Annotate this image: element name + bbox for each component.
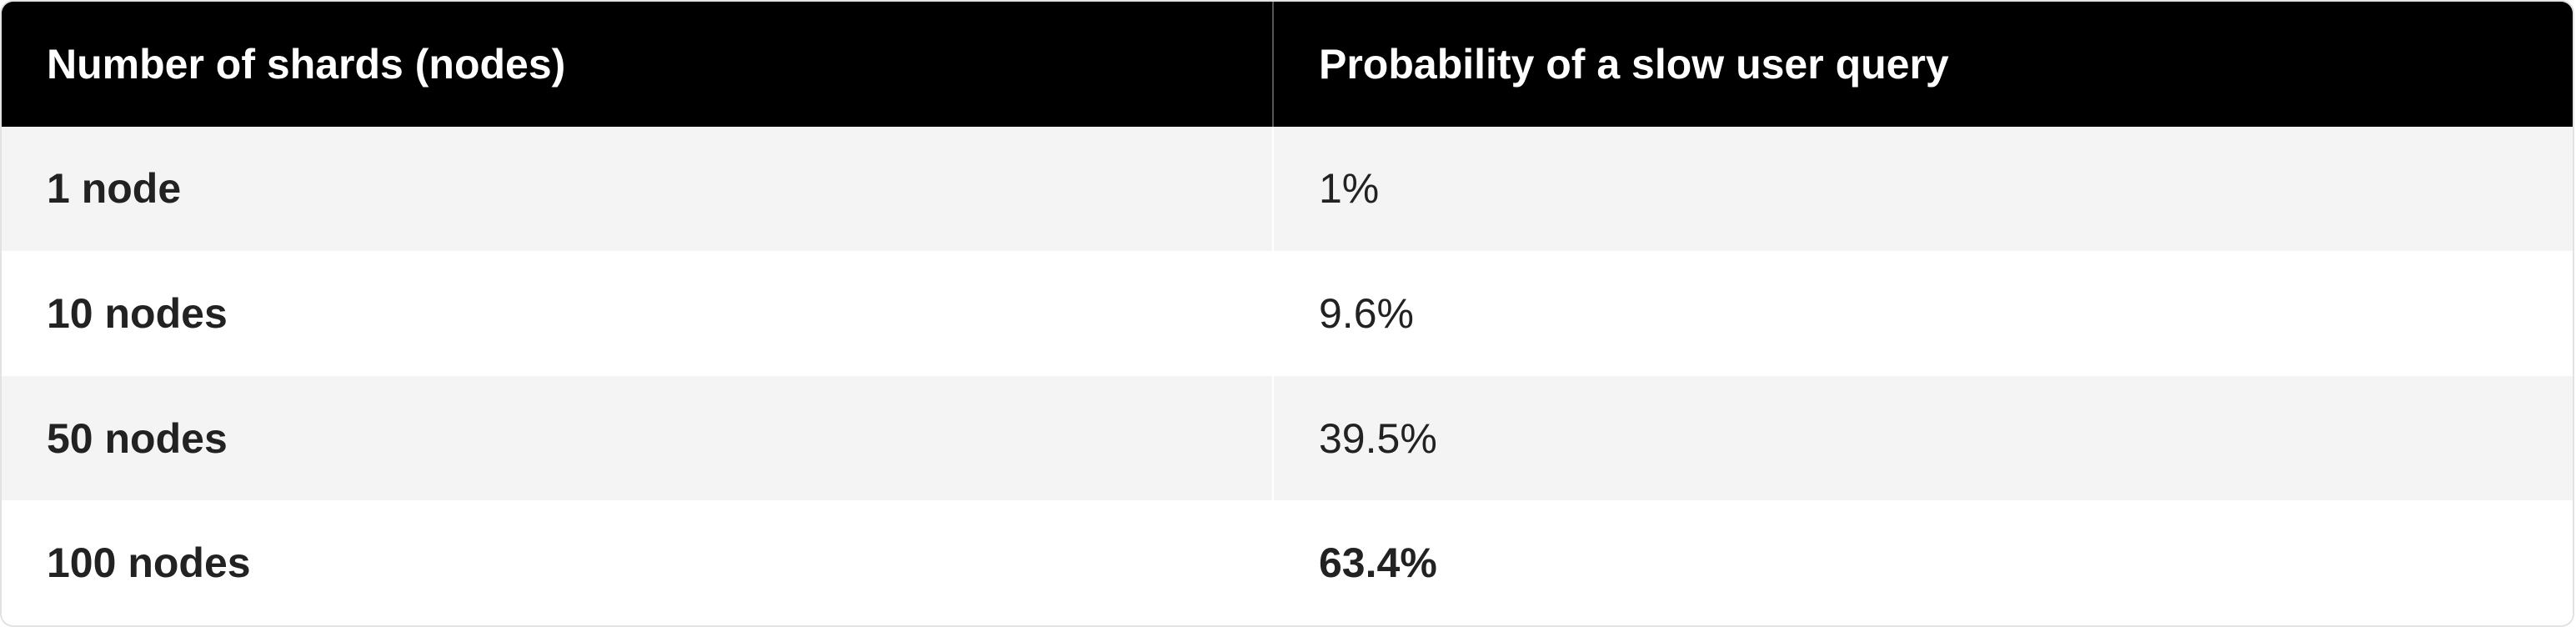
cell: 100 nodes	[47, 539, 251, 587]
table-row: 50 nodes 39.5%	[2, 375, 2573, 501]
cell: 1%	[1319, 165, 1380, 213]
cell: 39.5%	[1319, 414, 1437, 462]
cell: 10 nodes	[47, 289, 228, 337]
cell: 9.6%	[1319, 289, 1414, 337]
table-row: 1 node 1%	[2, 126, 2573, 252]
table-row: 100 nodes 63.4%	[2, 500, 2573, 625]
header-cell: Number of shards (nodes)	[2, 2, 1274, 127]
cell: 63.4%	[1319, 539, 1437, 587]
cell: 50 nodes	[2, 375, 1274, 501]
header-cell: Probability of a slow user query	[1319, 40, 1949, 88]
header-row: Number of shards (nodes) Probability of …	[2, 2, 2573, 127]
cell: 1 node	[2, 126, 1274, 252]
table-row: 10 nodes 9.6%	[2, 251, 2573, 376]
